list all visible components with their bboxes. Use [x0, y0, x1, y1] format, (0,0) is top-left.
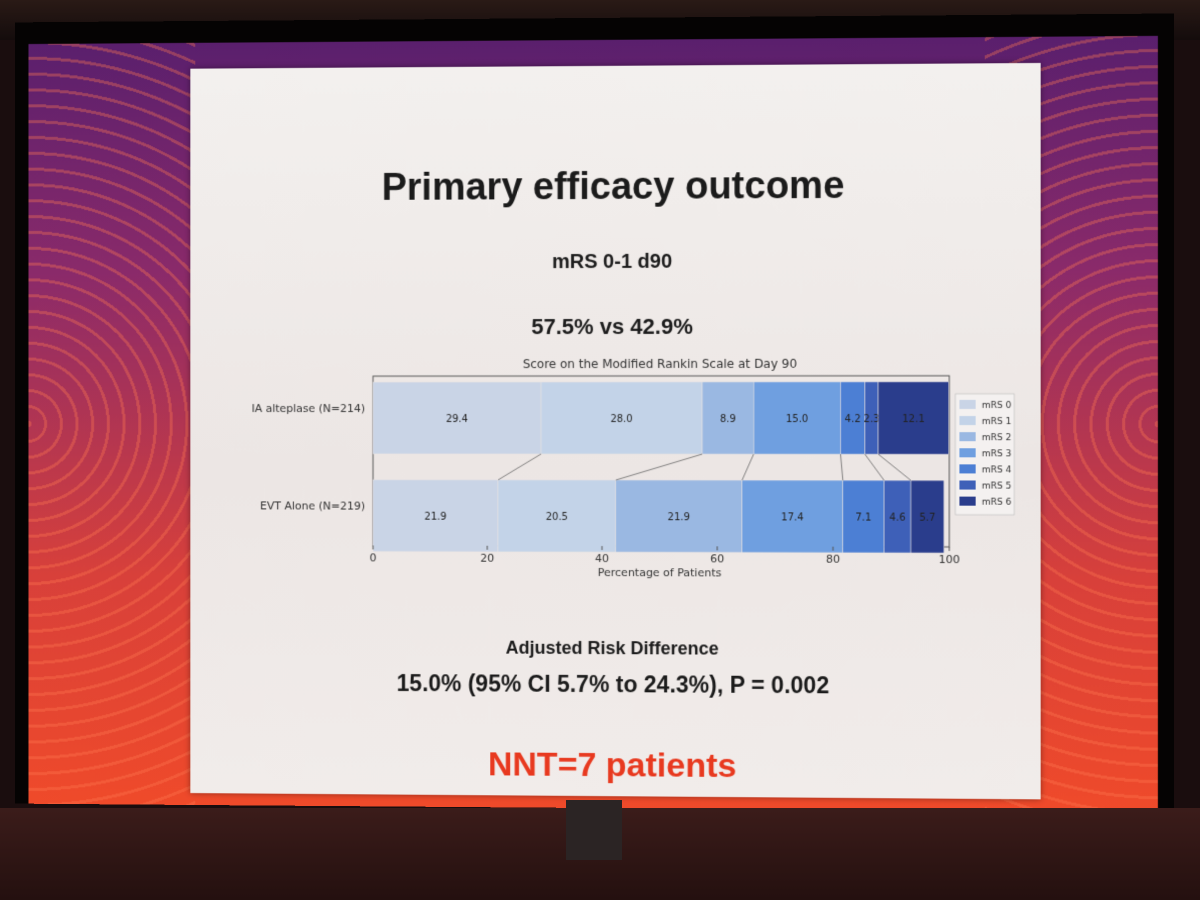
boundary-connector [878, 454, 911, 480]
podium [566, 800, 622, 860]
category-label: EVT Alone (N=219) [260, 499, 365, 512]
legend-box [955, 394, 1014, 515]
category-label: IA alteplase (N=214) [252, 402, 366, 415]
risk-difference-label: Adjusted Risk Difference [505, 637, 719, 659]
projector-screen-frame: Primary efficacy outcome mRS 0-1 d90 57.… [14, 13, 1175, 813]
boundary-connector [616, 454, 702, 480]
legend-entry: mRS 3 [982, 449, 1012, 459]
bar-segment-mrs-5-row-1 [865, 382, 878, 454]
bar-data-label: 15.0 [786, 414, 808, 425]
legend-entry: mRS 6 [982, 498, 1012, 508]
bar-data-label: 7.1 [855, 512, 871, 523]
bar-data-label: 17.4 [781, 512, 803, 523]
bar-data-label: 12.1 [902, 414, 925, 425]
legend-entry: mRS 4 [982, 465, 1012, 475]
bar-segment-mrs-1-row-1 [541, 382, 702, 454]
slide-title: Primary efficacy outcome [381, 164, 845, 209]
presentation-slide: Primary efficacy outcome mRS 0-1 d90 57.… [190, 62, 1041, 800]
boundary-connector [498, 454, 542, 482]
projection-screen: Primary efficacy outcome mRS 0-1 d90 57.… [28, 35, 1158, 813]
bar-segment-mrs-4-row-2 [843, 480, 884, 552]
bar-segment-mrs-6-row-2 [911, 480, 944, 553]
bar-data-label: 29.4 [446, 414, 468, 425]
bar-data-label: 20.5 [546, 512, 568, 523]
bar-segment-mrs-3-row-1 [754, 382, 841, 454]
legend-swatch [959, 464, 976, 474]
bar-data-label: 4.6 [889, 513, 905, 524]
legend-entry: mRS 2 [982, 433, 1012, 443]
legend-swatch [959, 448, 976, 458]
chart-title: Score on the Modified Rankin Scale at Da… [523, 357, 797, 371]
x-tick-label: 40 [595, 552, 609, 565]
x-tick-label: 0 [370, 551, 377, 564]
legend-swatch [959, 480, 976, 490]
legend-entry: mRS 0 [982, 401, 1012, 411]
bar-segment-mrs-0-row-1 [373, 382, 541, 454]
bar-data-label: 8.9 [720, 414, 736, 425]
bar-segment-mrs-2-row-2 [616, 480, 742, 552]
x-axis-label: Percentage of Patients [598, 566, 722, 579]
left-wave-decoration [28, 42, 196, 805]
legend-entry: mRS 5 [982, 481, 1012, 491]
boundary-connector [742, 454, 754, 480]
legend-swatch [959, 416, 976, 426]
bar-data-label: 4.2 [845, 414, 861, 425]
bar-data-label: 21.9 [424, 512, 446, 523]
outcome-comparison: 57.5% vs 42.9% [531, 313, 693, 340]
boundary-connector [865, 454, 884, 480]
bar-data-label: 28.0 [610, 414, 632, 425]
x-tick-label: 60 [710, 552, 724, 565]
mrs-stacked-bar-chart: Score on the Modified Rankin Scale at Da… [252, 357, 1040, 579]
slide-subtitle: mRS 0-1 d90 [552, 250, 673, 274]
risk-difference-value: 15.0% (95% CI 5.7% to 24.3%), P = 0.002 [396, 670, 830, 699]
legend-entry: mRS 1 [982, 417, 1012, 427]
legend-swatch [959, 432, 976, 442]
bar-data-label: 21.9 [668, 512, 690, 523]
x-tick-label: 100 [939, 553, 960, 566]
bar-data-label: 5.7 [919, 513, 935, 524]
bar-segment-mrs-5-row-2 [884, 480, 911, 552]
bar-segment-mrs-2-row-1 [702, 382, 753, 454]
bar-segment-mrs-3-row-2 [742, 480, 843, 552]
bar-data-label: 2.3 [864, 414, 880, 425]
x-tick-label: 80 [826, 553, 840, 566]
nnt-highlight: NNT=7 patients [488, 745, 737, 786]
x-tick-label: 20 [480, 552, 494, 565]
legend-swatch [959, 399, 976, 409]
bar-segment-mrs-0-row-2 [373, 480, 498, 552]
boundary-connector [841, 454, 843, 480]
bar-segment-mrs-4-row-1 [841, 382, 865, 454]
bar-segment-mrs-6-row-1 [878, 382, 948, 455]
legend-swatch [959, 496, 976, 506]
